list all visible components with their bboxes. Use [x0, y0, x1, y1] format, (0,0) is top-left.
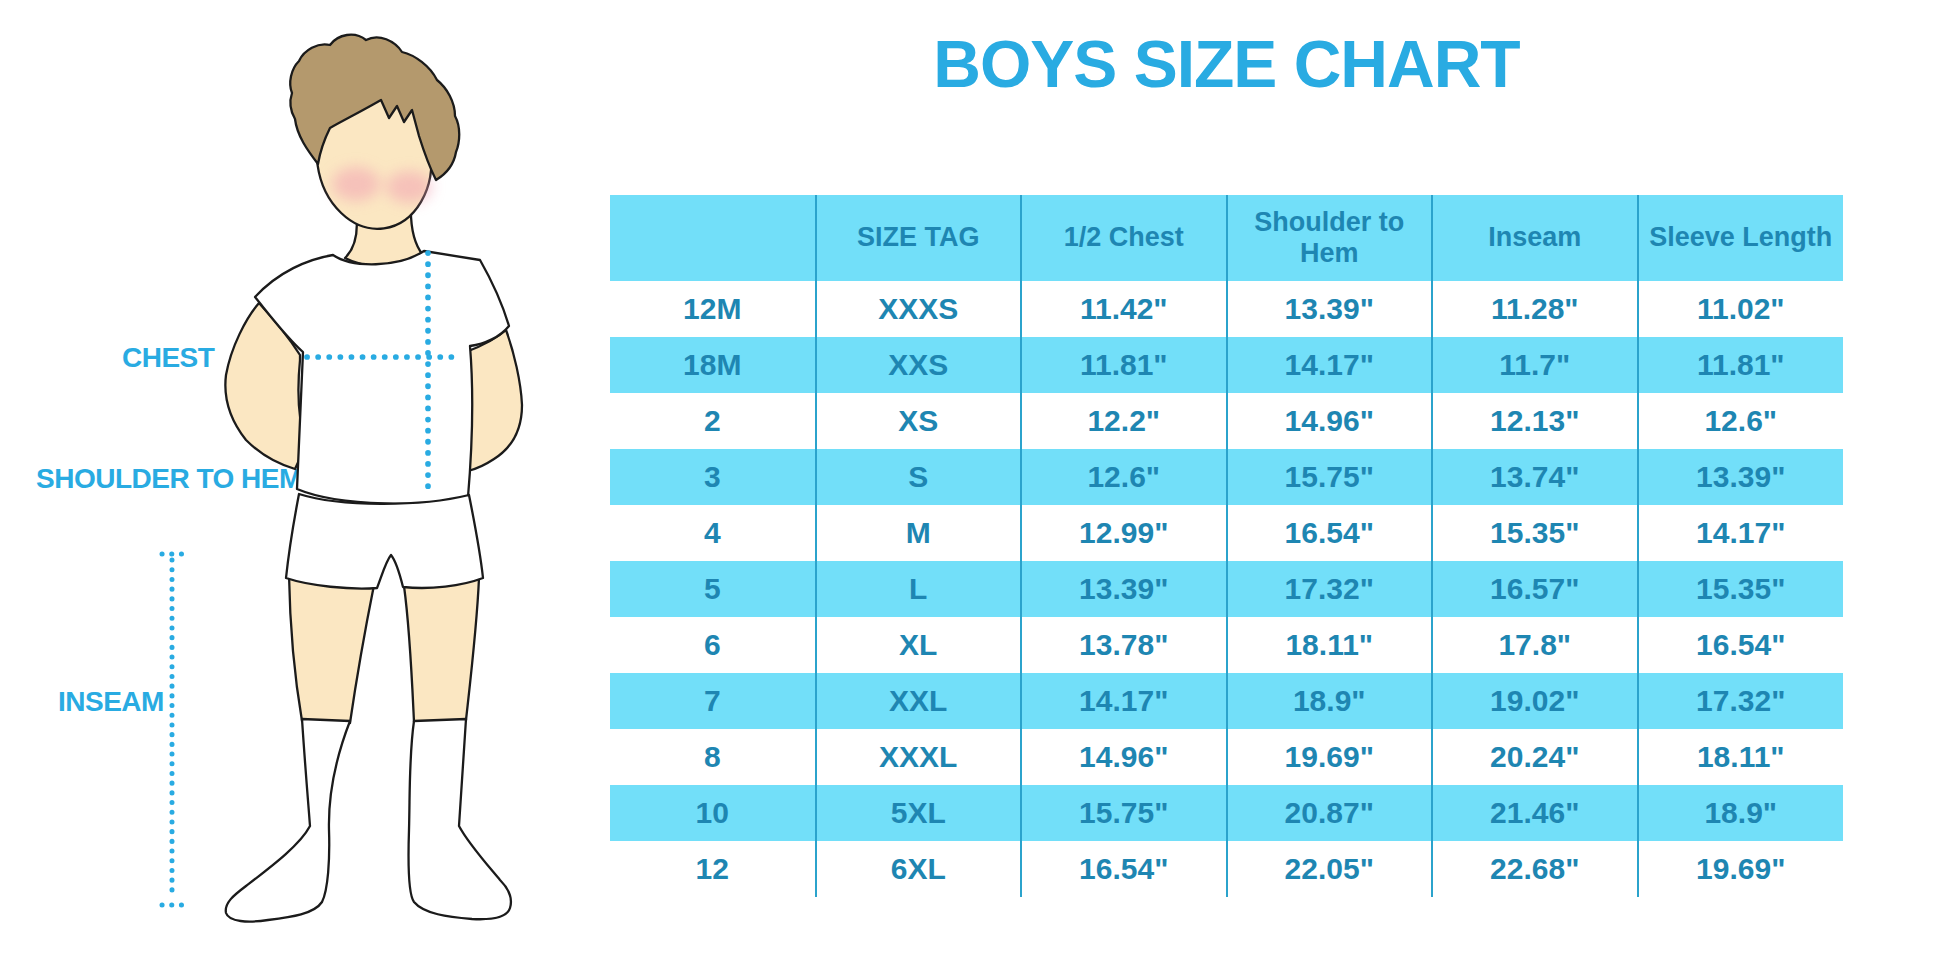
table-cell: 22.05" — [1227, 841, 1433, 897]
table-row: 8XXXL14.96"19.69"20.24"18.11" — [610, 729, 1843, 785]
table-cell: 17.32" — [1638, 673, 1844, 729]
table-cell: 11.02" — [1638, 281, 1844, 337]
boy-left-leg — [289, 575, 374, 723]
table-cell: 16.54" — [1638, 617, 1844, 673]
table-cell: 22.68" — [1432, 841, 1638, 897]
table-cell: 19.02" — [1432, 673, 1638, 729]
table-cell: 13.39" — [1021, 561, 1227, 617]
table-cell: 12M — [610, 281, 816, 337]
boy-shorts — [286, 494, 483, 589]
table-row: 5L13.39"17.32"16.57"15.35" — [610, 561, 1843, 617]
boy-left-sock — [226, 719, 350, 922]
table-cell: 15.75" — [1227, 449, 1433, 505]
boy-right-sock — [409, 719, 511, 919]
table-cell: 14.17" — [1021, 673, 1227, 729]
table-cell: 17.32" — [1227, 561, 1433, 617]
table-cell: 11.7" — [1432, 337, 1638, 393]
table-cell: L — [816, 561, 1022, 617]
table-row: 4M12.99"16.54"15.35"14.17" — [610, 505, 1843, 561]
table-cell: 8 — [610, 729, 816, 785]
column-header: Inseam — [1432, 195, 1638, 281]
column-header: Shoulder to Hem — [1227, 195, 1433, 281]
table-cell: 6 — [610, 617, 816, 673]
table-row: 12MXXXS11.42"13.39"11.28"11.02" — [610, 281, 1843, 337]
column-header: 1/2 Chest — [1021, 195, 1227, 281]
table-cell: 12.13" — [1432, 393, 1638, 449]
table-cell: 11.28" — [1432, 281, 1638, 337]
table-cell: 21.46" — [1432, 785, 1638, 841]
table-cell: 7 — [610, 673, 816, 729]
table-cell: 20.24" — [1432, 729, 1638, 785]
boy-illustration — [0, 0, 610, 973]
table-cell: 14.96" — [1021, 729, 1227, 785]
table-cell: 13.39" — [1227, 281, 1433, 337]
table-cell: 2 — [610, 393, 816, 449]
table-cell: XL — [816, 617, 1022, 673]
size-chart-table: SIZE TAG1/2 ChestShoulder to HemInseamSl… — [610, 195, 1843, 897]
table-cell: 12.6" — [1021, 449, 1227, 505]
table-cell: 13.78" — [1021, 617, 1227, 673]
table-cell: 10 — [610, 785, 816, 841]
table-cell: 11.42" — [1021, 281, 1227, 337]
table-cell: 18M — [610, 337, 816, 393]
boy-right-leg — [404, 578, 479, 722]
table-cell: 14.96" — [1227, 393, 1433, 449]
table-row: 3S12.6"15.75"13.74"13.39" — [610, 449, 1843, 505]
table-cell: 11.81" — [1638, 337, 1844, 393]
table-row: 2XS12.2"14.96"12.13"12.6" — [610, 393, 1843, 449]
table-cell: 18.11" — [1638, 729, 1844, 785]
table-cell: 18.9" — [1638, 785, 1844, 841]
table-cell: 19.69" — [1638, 841, 1844, 897]
table-cell: XXXL — [816, 729, 1022, 785]
table-cell: 5 — [610, 561, 816, 617]
table-cell: 12 — [610, 841, 816, 897]
table-row: 18MXXS11.81"14.17"11.7"11.81" — [610, 337, 1843, 393]
column-header: Sleeve Length — [1638, 195, 1844, 281]
table-cell: 20.87" — [1227, 785, 1433, 841]
table-cell: XS — [816, 393, 1022, 449]
table-cell: 4 — [610, 505, 816, 561]
table-cell: 13.39" — [1638, 449, 1844, 505]
table-cell: XXL — [816, 673, 1022, 729]
table-cell: 15.35" — [1432, 505, 1638, 561]
table-cell: XXXS — [816, 281, 1022, 337]
page-title: BOYS SIZE CHART — [610, 22, 1843, 108]
table-row: 7XXL14.17"18.9"19.02"17.32" — [610, 673, 1843, 729]
table-cell: 5XL — [816, 785, 1022, 841]
table-cell: 3 — [610, 449, 816, 505]
column-header — [610, 195, 816, 281]
column-header: SIZE TAG — [816, 195, 1022, 281]
table-header: SIZE TAG1/2 ChestShoulder to HemInseamSl… — [610, 195, 1843, 281]
table-cell: 15.75" — [1021, 785, 1227, 841]
table-row: 6XL13.78"18.11"17.8"16.54" — [610, 617, 1843, 673]
table-cell: M — [816, 505, 1022, 561]
table-cell: 16.57" — [1432, 561, 1638, 617]
table-cell: 12.99" — [1021, 505, 1227, 561]
table-cell: 18.11" — [1227, 617, 1433, 673]
table-cell: 13.74" — [1432, 449, 1638, 505]
table-cell: 14.17" — [1638, 505, 1844, 561]
table-cell: 12.6" — [1638, 393, 1844, 449]
table-cell: 6XL — [816, 841, 1022, 897]
table-cell: 12.2" — [1021, 393, 1227, 449]
table-cell: 18.9" — [1227, 673, 1433, 729]
table-cell: 15.35" — [1638, 561, 1844, 617]
table-cell: 16.54" — [1021, 841, 1227, 897]
table-cell: S — [816, 449, 1022, 505]
table-cell: 11.81" — [1021, 337, 1227, 393]
table-row: 126XL16.54"22.05"22.68"19.69" — [610, 841, 1843, 897]
table-cell: 17.8" — [1432, 617, 1638, 673]
table-cell: 14.17" — [1227, 337, 1433, 393]
table-cell: XXS — [816, 337, 1022, 393]
table-cell: 16.54" — [1227, 505, 1433, 561]
table-row: 105XL15.75"20.87"21.46"18.9" — [610, 785, 1843, 841]
table-cell: 19.69" — [1227, 729, 1433, 785]
